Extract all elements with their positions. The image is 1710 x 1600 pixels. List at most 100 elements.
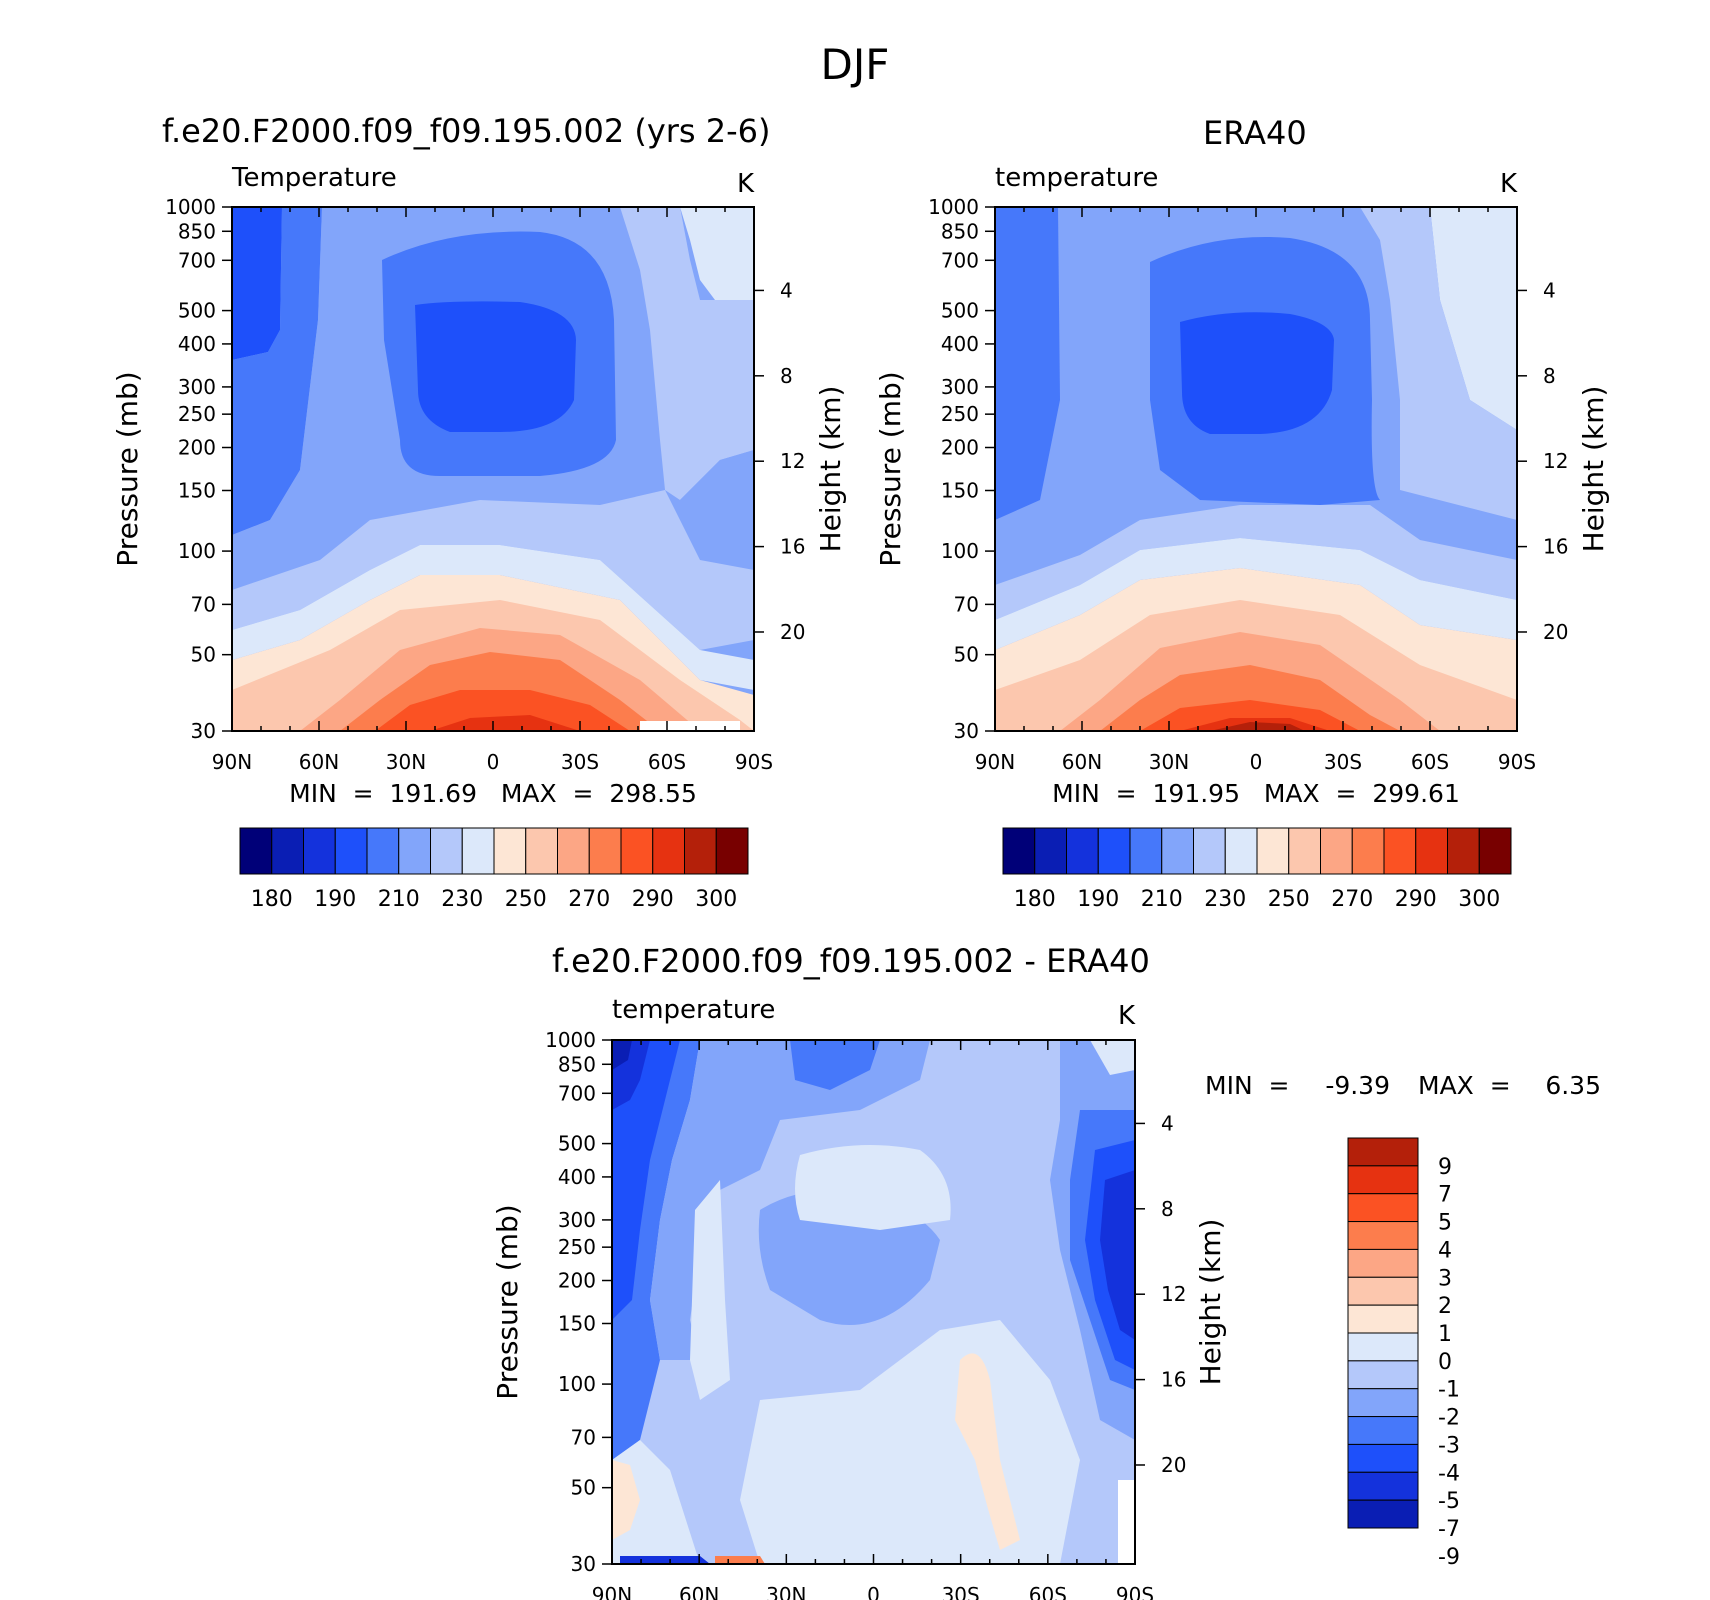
fill-upper-cold (790, 1040, 880, 1090)
colorbar-label: 230 (1204, 887, 1246, 912)
diff-panel-title: f.e20.F2000.f09_f09.195.002 - ERA40 (552, 942, 1150, 980)
colorbar-box (430, 827, 463, 875)
y-tick-label: 200 (941, 436, 979, 460)
colorbar-box (1351, 827, 1385, 875)
colorbar-box (1347, 1137, 1419, 1167)
colorbar-box (620, 827, 654, 875)
y-tick-label: 150 (558, 1311, 596, 1335)
fill-polar-band (995, 207, 1060, 520)
colorbar-box (1347, 1499, 1419, 1529)
colorbar-label: 0 (1438, 1350, 1452, 1375)
y-tick-label: 200 (558, 1269, 596, 1293)
colorbar-label: 210 (1141, 887, 1183, 912)
colorbar-box (334, 827, 368, 875)
colorbar-box (1347, 1332, 1419, 1362)
era-contour-plot: 90N 60N 30N 0 30S 60S 90S 30 50 70 100 150 200 250 300… (874, 163, 1610, 912)
y-right-tick-label: 8 (780, 364, 793, 388)
colorbar-box (1415, 827, 1448, 875)
fill-polar-cold (232, 207, 282, 360)
y-tick-label: 400 (178, 332, 216, 356)
y-tick-label: 70 (571, 1425, 596, 1449)
y-tick-label: 500 (941, 299, 979, 323)
y-tick-label: 150 (178, 478, 216, 502)
colorbar-label: 180 (1014, 887, 1056, 912)
x-tick-label: 90S (1116, 1583, 1154, 1600)
colorbar-box (1347, 1360, 1419, 1390)
colorbar-box (461, 827, 495, 875)
colorbar-label: 1 (1438, 1322, 1452, 1347)
colorbar-box (1161, 827, 1194, 875)
fill-sh-pole-light (1360, 207, 1517, 430)
y-tick-label: 400 (941, 332, 979, 356)
colorbar-box (1347, 1388, 1419, 1418)
fill-trop-light (232, 545, 754, 690)
fill-sfc-cold (620, 1556, 710, 1564)
y-right-tick-label: 8 (1161, 1197, 1174, 1221)
fill-sh-upper (1360, 207, 1517, 520)
model-min-max: MIN = 191.69 MAX = 298.55 (289, 779, 697, 808)
y-tick-label: 850 (941, 219, 979, 243)
colorbar-box (1447, 827, 1480, 875)
fill-trop-light (995, 538, 1517, 650)
fill-sh-lower (670, 450, 754, 570)
colorbar-box (1347, 1221, 1419, 1250)
colorbar-box (1066, 827, 1099, 875)
model-contour-plot: 90N 60N 30N 0 30S 60S 90S 30 50 70 100 150 200 250 300… (111, 163, 847, 912)
colorbar-box (1034, 827, 1067, 875)
colorbar-label: -4 (1438, 1461, 1460, 1486)
x-tick-label: 60N (1062, 750, 1102, 774)
y-tick-label: 300 (941, 375, 979, 399)
fill-sh-pole-light (680, 207, 754, 300)
colorbar-box (239, 827, 273, 875)
colorbar-box (398, 827, 431, 875)
colorbar-label: 270 (568, 887, 610, 912)
fill-upper-trop (232, 490, 754, 650)
y-tick-label: 1000 (165, 195, 216, 219)
y-tick-label: 150 (941, 478, 979, 502)
model-ylabel: Pressure (mb) (111, 371, 144, 566)
y-right-tick-label: 20 (1161, 1453, 1186, 1477)
x-tick-label: 60S (1029, 1583, 1067, 1600)
fill-sh-warm-tongue (955, 1353, 1020, 1550)
colorbar-box (1347, 1248, 1419, 1278)
figure-title: DJF (820, 40, 890, 89)
y-tick-label: 50 (571, 1476, 596, 1500)
y-tick-label: 250 (178, 402, 216, 426)
colorbar-label: 230 (441, 887, 483, 912)
colorbar-box (1129, 827, 1163, 875)
colorbar-label: 5 (1438, 1211, 1452, 1236)
y-tick-label: 30 (954, 719, 979, 743)
y-tick-label: 70 (191, 592, 216, 616)
y-tick-label: 100 (558, 1372, 596, 1396)
x-tick-label: 0 (867, 1583, 880, 1600)
y-tick-label: 700 (941, 248, 979, 272)
x-tick-label: 60S (1411, 750, 1449, 774)
colorbar-box (1347, 1276, 1419, 1306)
colorbar-box (493, 827, 527, 875)
colorbar-label: -5 (1438, 1489, 1460, 1514)
colorbar-box (557, 827, 590, 875)
y-tick-label: 100 (941, 539, 979, 563)
y-tick-label: 1000 (545, 1028, 596, 1052)
x-tick-label: 30S (1324, 750, 1362, 774)
fill-sh-upper (620, 207, 754, 500)
colorbar-label: -9 (1438, 1545, 1460, 1570)
fill-sh-band-5 (1100, 1170, 1135, 1340)
fill-nh-warm (612, 1460, 640, 1540)
colorbar-box (588, 827, 622, 875)
colorbar-box (1347, 1165, 1419, 1195)
colorbar-label: 270 (1331, 887, 1373, 912)
colorbar-box (525, 827, 558, 875)
colorbar-box (1347, 1193, 1419, 1223)
fill-nh-lower-light (612, 1440, 700, 1564)
colorbar-box (1320, 827, 1353, 875)
model-variable-label: Temperature (231, 163, 397, 193)
colorbar-box (366, 827, 400, 875)
fill-mid-light (795, 1145, 951, 1230)
x-tick-label: 0 (1250, 750, 1263, 774)
y-tick-label: 500 (178, 299, 216, 323)
y-tick-label: 250 (558, 1235, 596, 1259)
fill-nh-band-7 (612, 1040, 632, 1070)
colorbar-box (652, 827, 685, 875)
